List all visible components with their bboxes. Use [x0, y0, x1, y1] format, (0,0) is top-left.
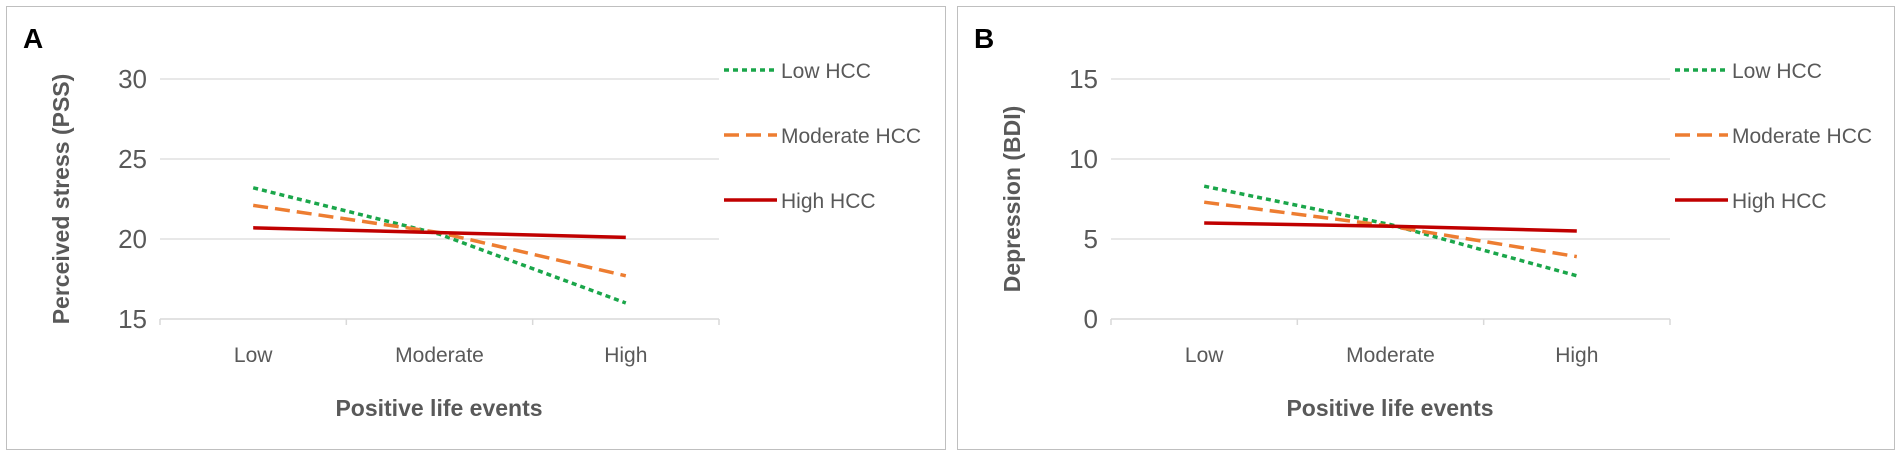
- chart-a-legend-label: Low HCC: [781, 60, 871, 83]
- chart-b-panel-label: B: [974, 23, 994, 54]
- chart-b-y-axis-title: Depression (BDI): [999, 106, 1025, 293]
- chart-panel-b: B 0 5 10 15 Low Moderate High Positive life even…: [957, 6, 1895, 450]
- chart-b-y-tick-label: 5: [1084, 224, 1098, 254]
- chart-a-series-line-moderate-hcc: [252, 203, 627, 278]
- chart-b-y-tick-label: 10: [1069, 144, 1098, 174]
- chart-b-legend-label: High HCC: [1732, 190, 1827, 213]
- chart-a-legend-label: High HCC: [781, 190, 876, 213]
- chart-panel-a: A 15 20 25 30 Low Moderate High Positive life ev…: [6, 6, 946, 450]
- chart-b-legend-label: Low HCC: [1732, 60, 1822, 83]
- chart-a-series-line-low-hcc: [252, 186, 627, 305]
- chart-a-legend-label: Moderate HCC: [781, 125, 921, 148]
- chart-a-y-tick-label: 20: [118, 224, 147, 254]
- chart-a-y-tick-label: 15: [118, 304, 147, 334]
- chart-a-x-tick-label: Low: [234, 344, 273, 367]
- chart-b-y-tick-label: 15: [1069, 64, 1098, 94]
- chart-a-series-line-high-hcc: [253, 226, 626, 240]
- chart-b-x-tick-label: Low: [1185, 344, 1224, 367]
- chart-a-x-tick-label: Moderate: [395, 344, 484, 367]
- chart-a-x-tick-label: High: [604, 344, 647, 367]
- chart-b-x-tick-label: Moderate: [1346, 344, 1435, 367]
- chart-a-panel-label: A: [23, 23, 43, 54]
- chart-a-y-tick-label: 30: [118, 64, 147, 94]
- chart-b-x-tick-label: High: [1555, 344, 1598, 367]
- chart-b-y-tick-label: 0: [1084, 304, 1098, 334]
- chart-b-legend-label: Moderate HCC: [1732, 125, 1872, 148]
- chart-a-y-tick-label: 25: [118, 144, 147, 174]
- chart-a-svg: A 15 20 25 30 Low Moderate High Positive life ev…: [23, 23, 921, 421]
- chart-b-x-axis-title: Positive life events: [1286, 395, 1493, 421]
- chart-a-y-axis-title: Perceived stress (PSS): [48, 74, 74, 325]
- chart-b-series-line-high-hcc: [1204, 221, 1577, 233]
- chart-a-x-axis-title: Positive life events: [335, 395, 542, 421]
- chart-b-svg: B 0 5 10 15 Low Moderate High Positive life even…: [974, 23, 1872, 421]
